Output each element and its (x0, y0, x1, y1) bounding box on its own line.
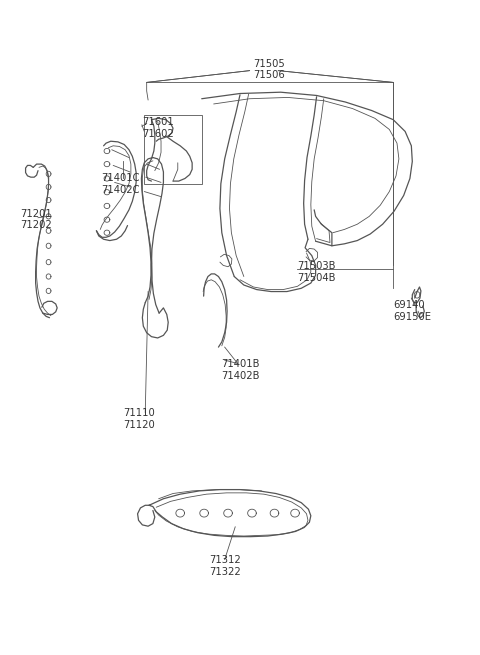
Bar (144, 115, 202, 183)
Text: 69140
69150E: 69140 69150E (393, 301, 431, 322)
Text: 71401B
71402B: 71401B 71402B (221, 359, 259, 381)
Text: 71503B
71504B: 71503B 71504B (298, 261, 336, 283)
Text: 71601
71602: 71601 71602 (142, 117, 174, 139)
Text: 71201
71202: 71201 71202 (20, 209, 51, 231)
Text: 71401C
71402C: 71401C 71402C (101, 173, 140, 195)
Text: 71505
71506: 71505 71506 (253, 58, 285, 80)
Text: 71110
71120: 71110 71120 (123, 408, 155, 430)
Text: 71312
71322: 71312 71322 (209, 555, 240, 577)
